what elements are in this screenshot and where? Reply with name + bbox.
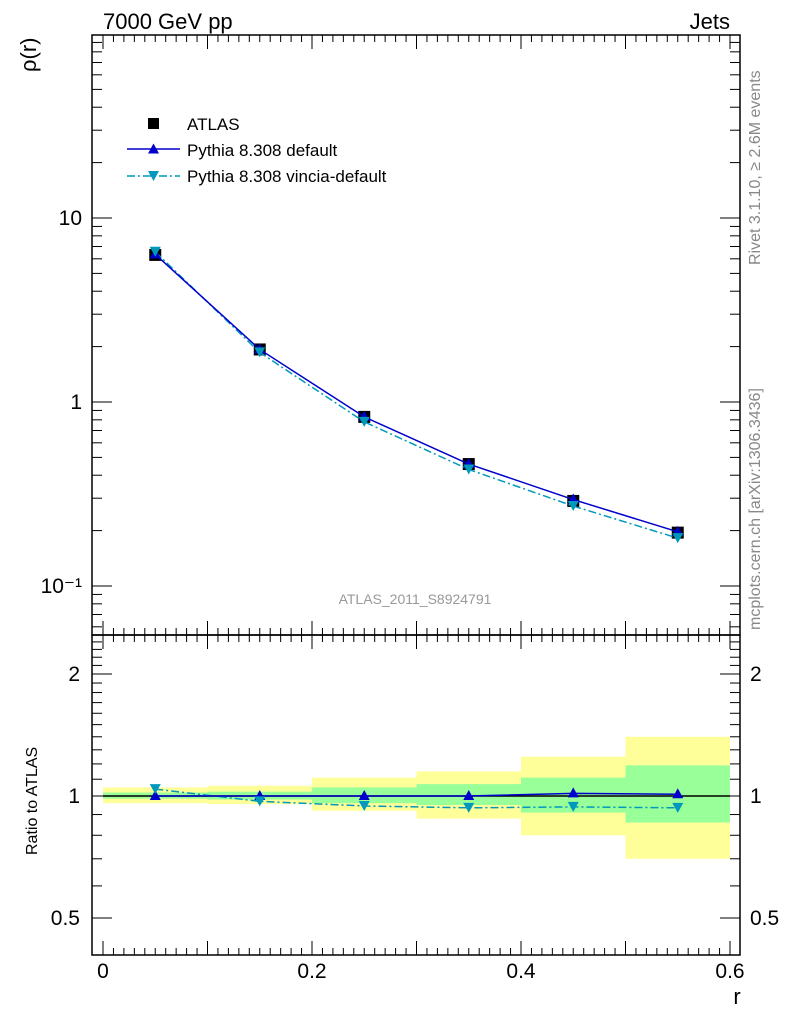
y-tick-label: 1 (70, 391, 82, 414)
main-ylabel: ρ(r) (16, 38, 41, 73)
ratio-y-tick-label: 0.5 (51, 907, 80, 930)
ratio-y-tick-label: 2 (68, 663, 80, 686)
analysis-label: ATLAS_2011_S8924791 (339, 591, 492, 607)
x-tick-label: 0 (97, 960, 109, 983)
header-left: 7000 GeV pp (103, 9, 233, 34)
ratio-vincia-point (358, 800, 370, 811)
ratio-y-tick-label-right: 0.5 (750, 907, 779, 930)
ratio-default-point (672, 788, 684, 799)
xlabel: r (733, 984, 740, 1009)
vincia-point (567, 501, 579, 512)
legend-vincia-marker (148, 171, 159, 181)
ratio-vincia-point (672, 802, 684, 813)
ratio-vincia-point (567, 801, 579, 812)
legend-default-label: Pythia 8.308 default (187, 141, 338, 160)
legend-atlas-marker (148, 118, 159, 129)
ratio-default-point (463, 790, 475, 800)
ratio-default-point (358, 790, 370, 800)
y-tick-label: 10⁻¹ (41, 575, 82, 598)
default-line (154, 253, 678, 533)
vincia-point (672, 533, 684, 544)
legend-default-marker (148, 143, 159, 154)
ratio-y-tick-label-right: 1 (750, 785, 762, 808)
vincia-line (154, 251, 678, 539)
ratio-vincia-point (149, 784, 161, 795)
legend: ATLAS Pythia 8.308 default Pythia 8.308 … (127, 115, 387, 186)
ratio-ylabel: Ratio to ATLAS (24, 747, 41, 855)
x-tick-label: 0.2 (297, 960, 326, 983)
vincia-point (358, 416, 370, 427)
ratio-default-line (155, 792, 678, 797)
mcplots-label: mcplots.cern.ch [arXiv:1306.3436] (747, 388, 764, 630)
main-panel: 10 1 10⁻¹ (41, 34, 741, 649)
ratio-default-point (149, 790, 161, 800)
header-right: Jets (690, 9, 730, 34)
ratio-default-point (567, 787, 579, 798)
vincia-point (463, 464, 475, 475)
x-tick-label: 0.4 (506, 960, 536, 983)
y-tick-label: 10 (59, 207, 82, 230)
ratio-vincia-point (463, 802, 475, 813)
ratio-panel: 0 0.2 0.4 0.6 2 2 1 1 0.5 0.5 (51, 634, 779, 983)
rivet-label: Rivet 3.1.10, ≥ 2.6M events (747, 70, 764, 265)
ratio-y-tick-label: 1 (68, 785, 80, 808)
vincia-point (149, 246, 161, 257)
ratio-y-tick-label-right: 2 (750, 663, 762, 686)
x-tick-label: 0.6 (715, 960, 744, 983)
vincia-point (254, 347, 266, 358)
legend-vincia-label: Pythia 8.308 vincia-default (187, 167, 387, 186)
ratio-vincia-line (155, 788, 678, 809)
legend-atlas-label: ATLAS (187, 115, 240, 134)
ratio-vincia-point (254, 796, 266, 807)
